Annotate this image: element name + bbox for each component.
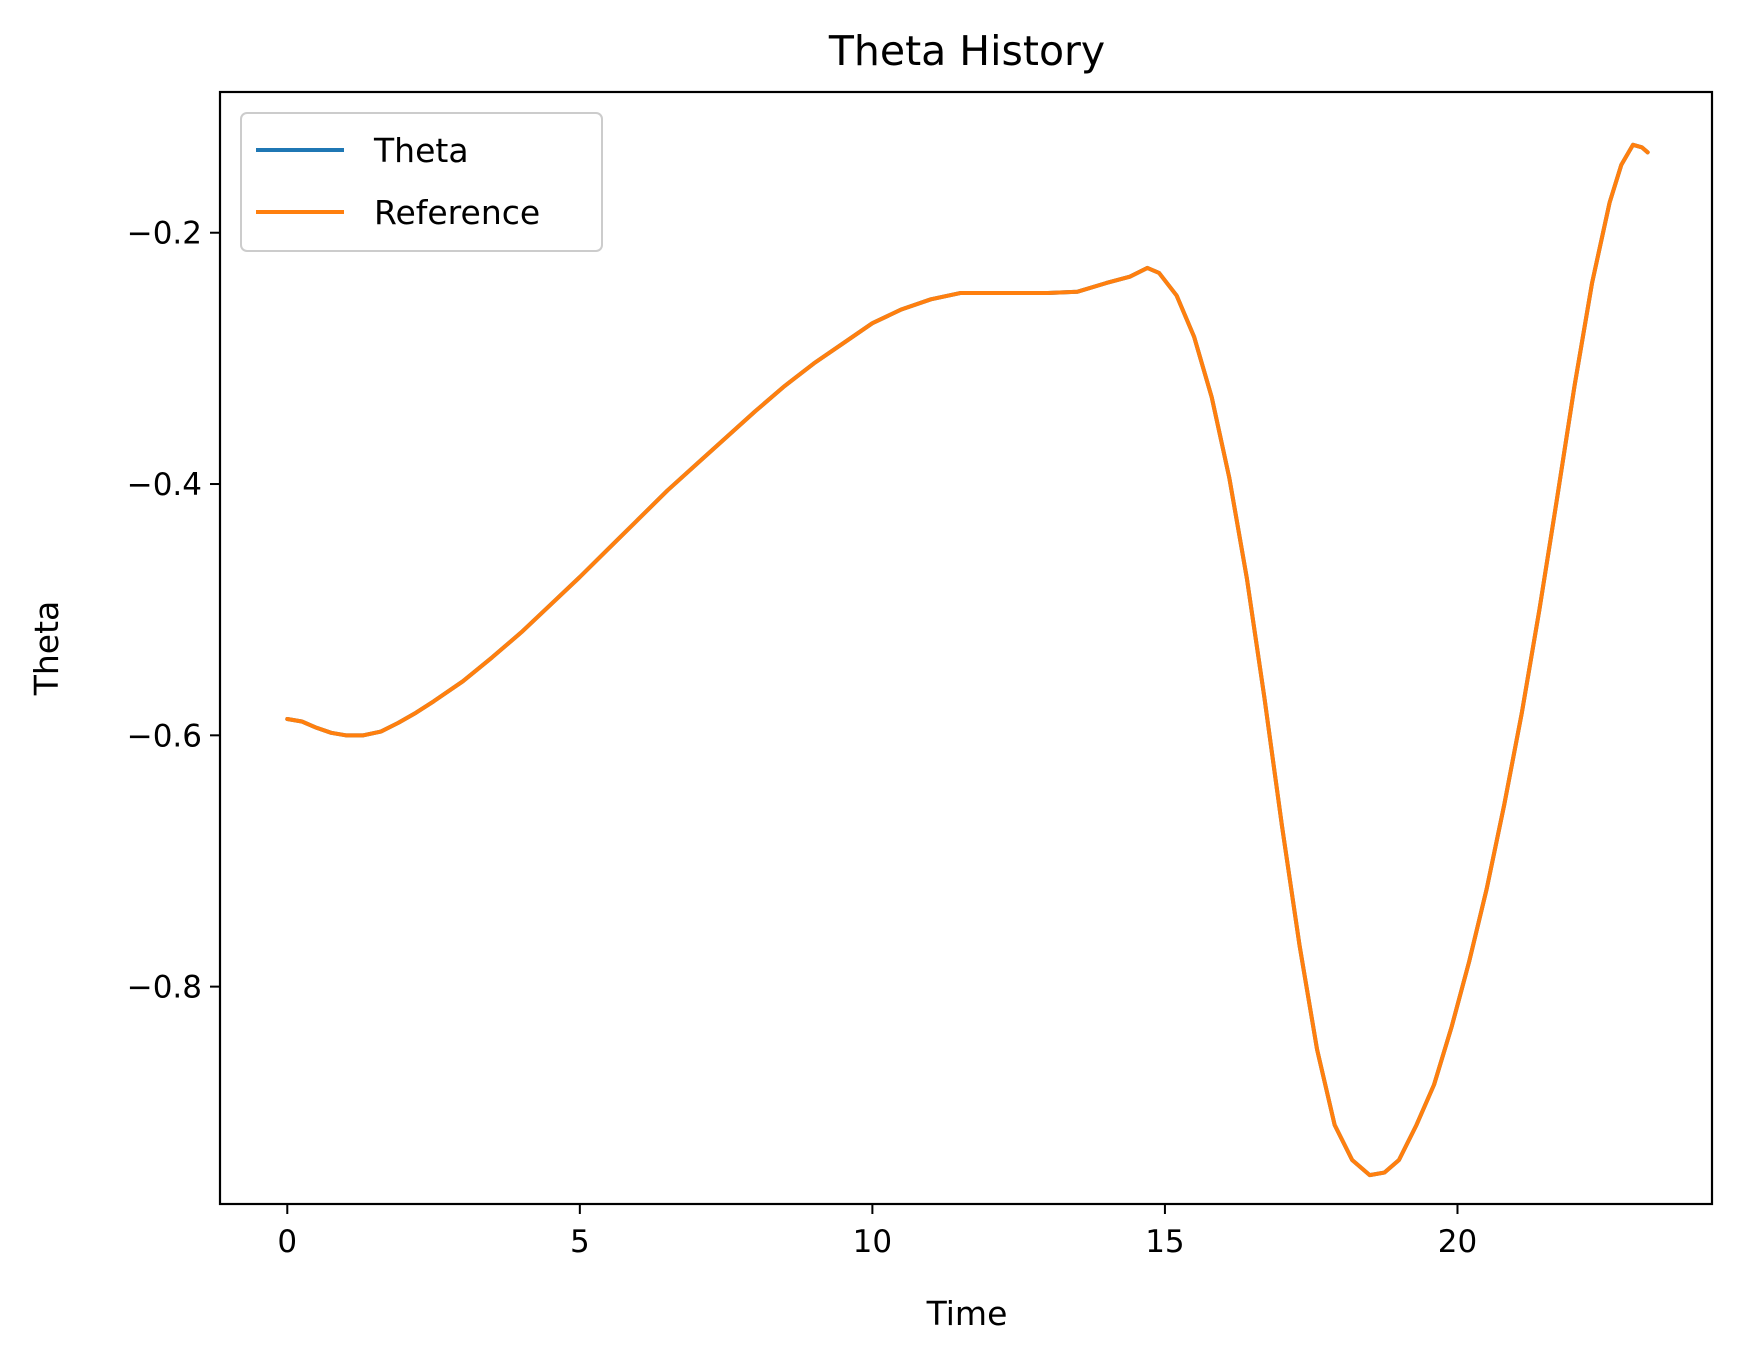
legend: Theta Reference bbox=[240, 112, 603, 252]
x-tick-label: 10 bbox=[853, 1224, 892, 1260]
legend-label-reference: Reference bbox=[374, 193, 540, 232]
axes-ticks: 0 5 10 15 20 −0.2 −0.4 −0.6 −0.8 bbox=[127, 216, 1477, 1260]
x-tick-label: 15 bbox=[1145, 1224, 1184, 1260]
y-tick-label: −0.2 bbox=[127, 216, 202, 252]
y-tick-label: −0.6 bbox=[127, 718, 202, 754]
x-axis-label: Time bbox=[926, 1294, 1008, 1333]
x-tick-label: 5 bbox=[570, 1224, 590, 1260]
y-axis-label: Theta bbox=[27, 601, 66, 697]
chart-title: Theta History bbox=[828, 27, 1105, 75]
y-tick-label: −0.8 bbox=[127, 970, 202, 1006]
x-tick-label: 0 bbox=[277, 1224, 297, 1260]
legend-label-theta: Theta bbox=[373, 131, 469, 170]
series-group bbox=[285, 142, 1650, 1178]
x-tick-label: 20 bbox=[1438, 1224, 1477, 1260]
legend-box bbox=[240, 112, 603, 252]
y-tick-label: −0.4 bbox=[127, 467, 202, 503]
series-line-reference bbox=[285, 142, 1650, 1178]
axes-frame bbox=[218, 90, 1714, 1206]
